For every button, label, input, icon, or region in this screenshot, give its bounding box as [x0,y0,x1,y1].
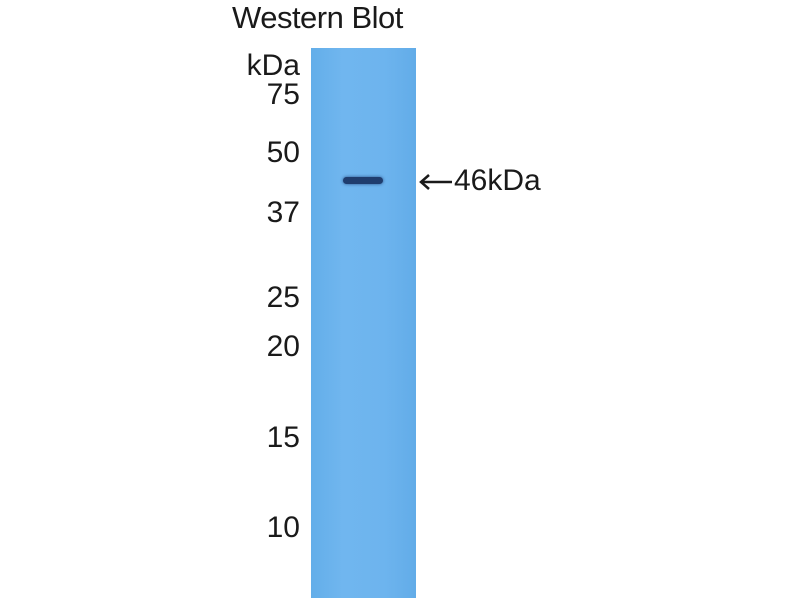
membrane-lane [311,48,416,598]
arrow-left-icon [419,174,452,191]
band-annotation: 46kDa [418,166,541,196]
marker-50: 50 [266,136,300,169]
marker-75: 75 [266,78,300,111]
unit-label: kDa [246,49,300,82]
protein-band [343,177,383,184]
marker-37: 37 [266,196,300,229]
marker-10: 10 [266,511,300,544]
blot-title: Western Blot [232,0,403,35]
marker-15: 15 [266,421,300,454]
marker-25: 25 [266,281,300,314]
band-size-label: 46kDa [454,164,541,197]
marker-20: 20 [266,330,300,363]
